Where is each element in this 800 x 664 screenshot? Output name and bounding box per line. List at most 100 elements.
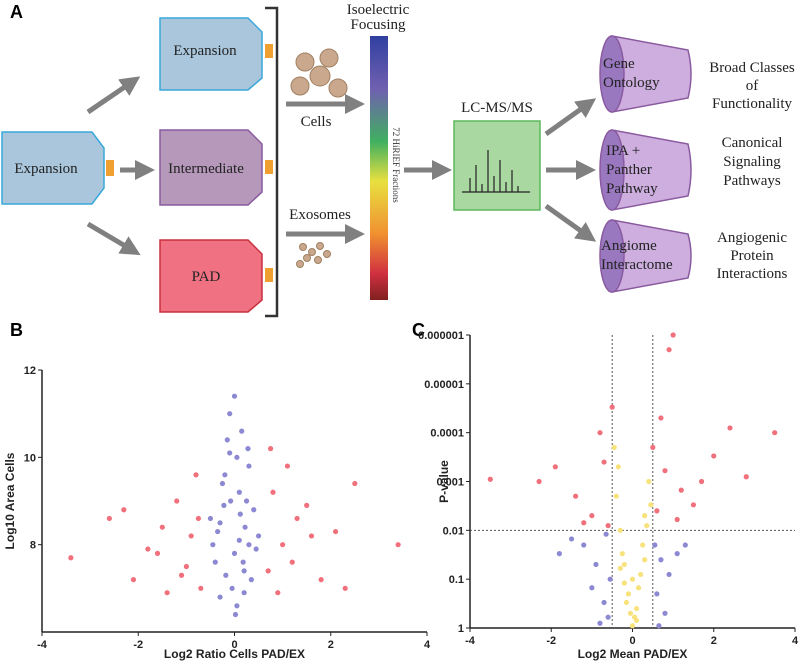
ms-box — [453, 120, 541, 211]
point — [106, 515, 112, 522]
point — [629, 576, 636, 582]
ief-bar-label: 72 HiRIEF Fractions — [391, 127, 401, 203]
point — [210, 542, 216, 548]
point — [619, 551, 625, 557]
point — [650, 444, 656, 450]
flask-cap — [265, 160, 273, 174]
workflow-diagram: A Expansion Expansion Intermediate PAD C… — [1, 2, 795, 318]
point — [207, 515, 214, 522]
point — [654, 508, 660, 514]
point — [232, 611, 239, 618]
point — [615, 464, 621, 470]
point — [625, 591, 632, 597]
flask-cap — [265, 268, 273, 282]
point — [239, 428, 245, 434]
point — [221, 502, 227, 508]
point — [609, 404, 615, 410]
point — [611, 444, 617, 450]
point — [690, 502, 697, 508]
point — [246, 463, 252, 469]
flask — [1, 131, 105, 205]
point — [246, 542, 252, 548]
y-tick-label: 12 — [24, 365, 36, 377]
result-label: of — [746, 78, 759, 94]
point — [674, 551, 680, 557]
point — [658, 557, 664, 563]
point — [617, 527, 623, 533]
point — [219, 480, 226, 487]
point — [178, 572, 185, 578]
point — [658, 415, 664, 421]
panel-label: C — [412, 320, 425, 340]
arrow — [544, 203, 597, 242]
point — [229, 585, 235, 591]
point — [308, 533, 315, 539]
x-tick-label: 4 — [424, 639, 431, 651]
point — [253, 546, 259, 552]
point — [248, 577, 254, 583]
point — [654, 591, 660, 597]
point — [666, 571, 672, 578]
point — [656, 623, 662, 629]
point — [212, 559, 218, 565]
y-tick-label: 0.000001 — [418, 330, 464, 342]
point — [605, 523, 611, 529]
tool-label: Gene — [603, 56, 635, 72]
point — [267, 446, 274, 452]
point — [607, 576, 613, 582]
point — [556, 551, 562, 557]
point — [198, 585, 204, 591]
point — [255, 533, 262, 539]
point — [242, 524, 248, 530]
point — [589, 513, 595, 519]
point — [568, 536, 575, 542]
point — [121, 507, 127, 513]
y-tick-label: 0.00001 — [424, 379, 464, 391]
point — [642, 513, 648, 519]
point — [237, 511, 243, 517]
flask-cap — [265, 44, 273, 58]
point — [633, 617, 640, 624]
point — [633, 605, 640, 612]
point — [270, 489, 276, 495]
point — [174, 498, 180, 504]
flask-label: PAD — [192, 269, 221, 285]
point — [743, 474, 749, 480]
point — [236, 537, 242, 543]
point — [652, 542, 658, 548]
point — [227, 450, 233, 456]
point — [284, 463, 291, 469]
result-label: Signaling — [723, 154, 781, 170]
point — [318, 577, 324, 583]
point — [240, 559, 246, 565]
point — [217, 520, 223, 526]
point — [236, 489, 242, 495]
point — [234, 603, 240, 609]
flask-label: Expansion — [14, 161, 78, 177]
point — [222, 472, 228, 478]
result-label: Functionality — [712, 96, 792, 112]
point — [573, 493, 579, 499]
y-tick-label: 0.1 — [449, 574, 464, 586]
x-tick-label: 2 — [711, 635, 717, 647]
x-tick-label: 0 — [629, 635, 635, 647]
point — [265, 568, 271, 574]
result-label: Interactions — [717, 266, 788, 282]
point — [589, 585, 595, 591]
x-tick-label: -4 — [465, 635, 476, 647]
x-tick-label: -2 — [546, 635, 556, 647]
point — [280, 542, 286, 548]
point — [245, 446, 251, 452]
panel-label: A — [10, 2, 23, 22]
ief-title: Focusing — [350, 17, 406, 33]
x-tick-label: -2 — [133, 639, 143, 651]
point — [68, 555, 74, 561]
ms-label: LC-MS/MS — [461, 100, 533, 116]
tool-label: Angiome — [601, 238, 657, 254]
point — [666, 347, 672, 353]
point — [623, 599, 630, 606]
point — [342, 585, 348, 591]
point — [603, 531, 609, 537]
point — [646, 478, 652, 485]
